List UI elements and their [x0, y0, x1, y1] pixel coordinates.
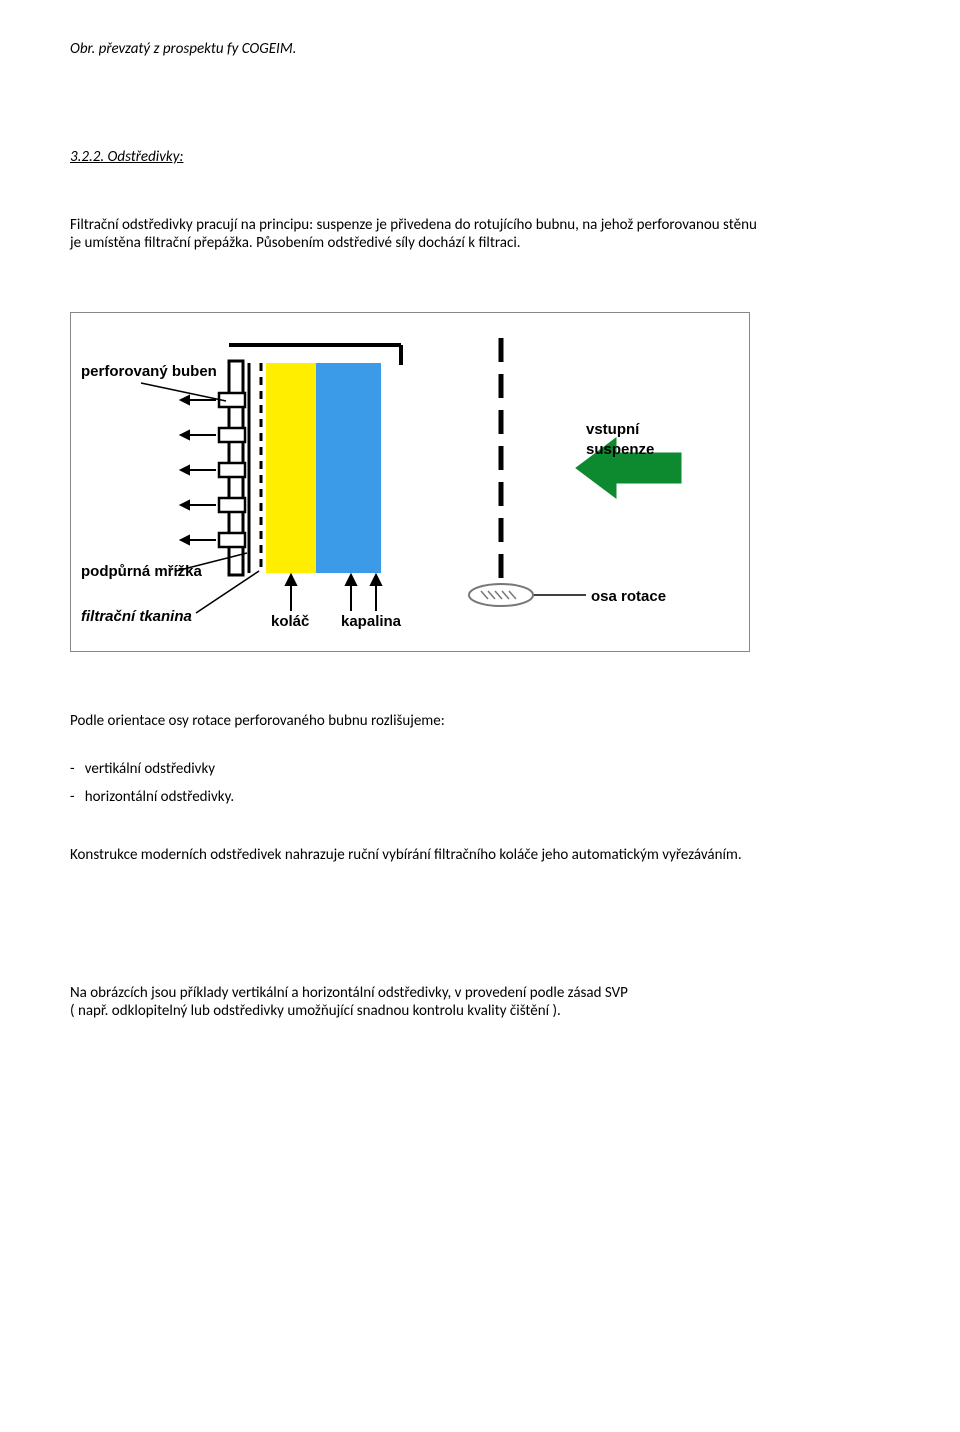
bullet-list: vertikální odstředivky horizontální odst…	[70, 760, 890, 806]
centrifuge-diagram: perforovaný buben vstupní suspenze podpů…	[70, 312, 750, 652]
section-number: 3.2.2. Odstředivky:	[70, 148, 890, 166]
label-perforovany-buben: perforovaný buben	[81, 363, 217, 380]
paragraph-4: Na obrázcích jsou příklady vertikální a …	[70, 984, 890, 1002]
paragraph-5: ( např. odklopitelný lub odstředivky umo…	[70, 1002, 890, 1020]
list-item: horizontální odstředivky.	[70, 788, 890, 806]
label-osa-rotace: osa rotace	[591, 588, 666, 605]
label-vstupni: vstupní	[586, 421, 639, 438]
label-suspenze: suspenze	[586, 441, 654, 458]
paragraph-2: Podle orientace osy rotace perforovaného…	[70, 712, 890, 730]
paragraph-1a: Filtrační odstředivky pracují na princip…	[70, 216, 890, 234]
paragraph-1b: je umístěna filtrační přepážka. Působení…	[70, 234, 890, 252]
label-kolac: koláč	[271, 613, 309, 630]
figure-caption: Obr. převzatý z prospektu fy COGEIM.	[70, 40, 890, 58]
label-kapalina: kapalina	[341, 613, 401, 630]
paragraph-3: Konstrukce moderních odstředivek nahrazu…	[70, 846, 890, 864]
label-filtracni-tkanina: filtrační tkanina	[81, 608, 192, 625]
list-item: vertikální odstředivky	[70, 760, 890, 778]
label-podpurna-mrizka: podpůrná mřížka	[81, 563, 202, 580]
